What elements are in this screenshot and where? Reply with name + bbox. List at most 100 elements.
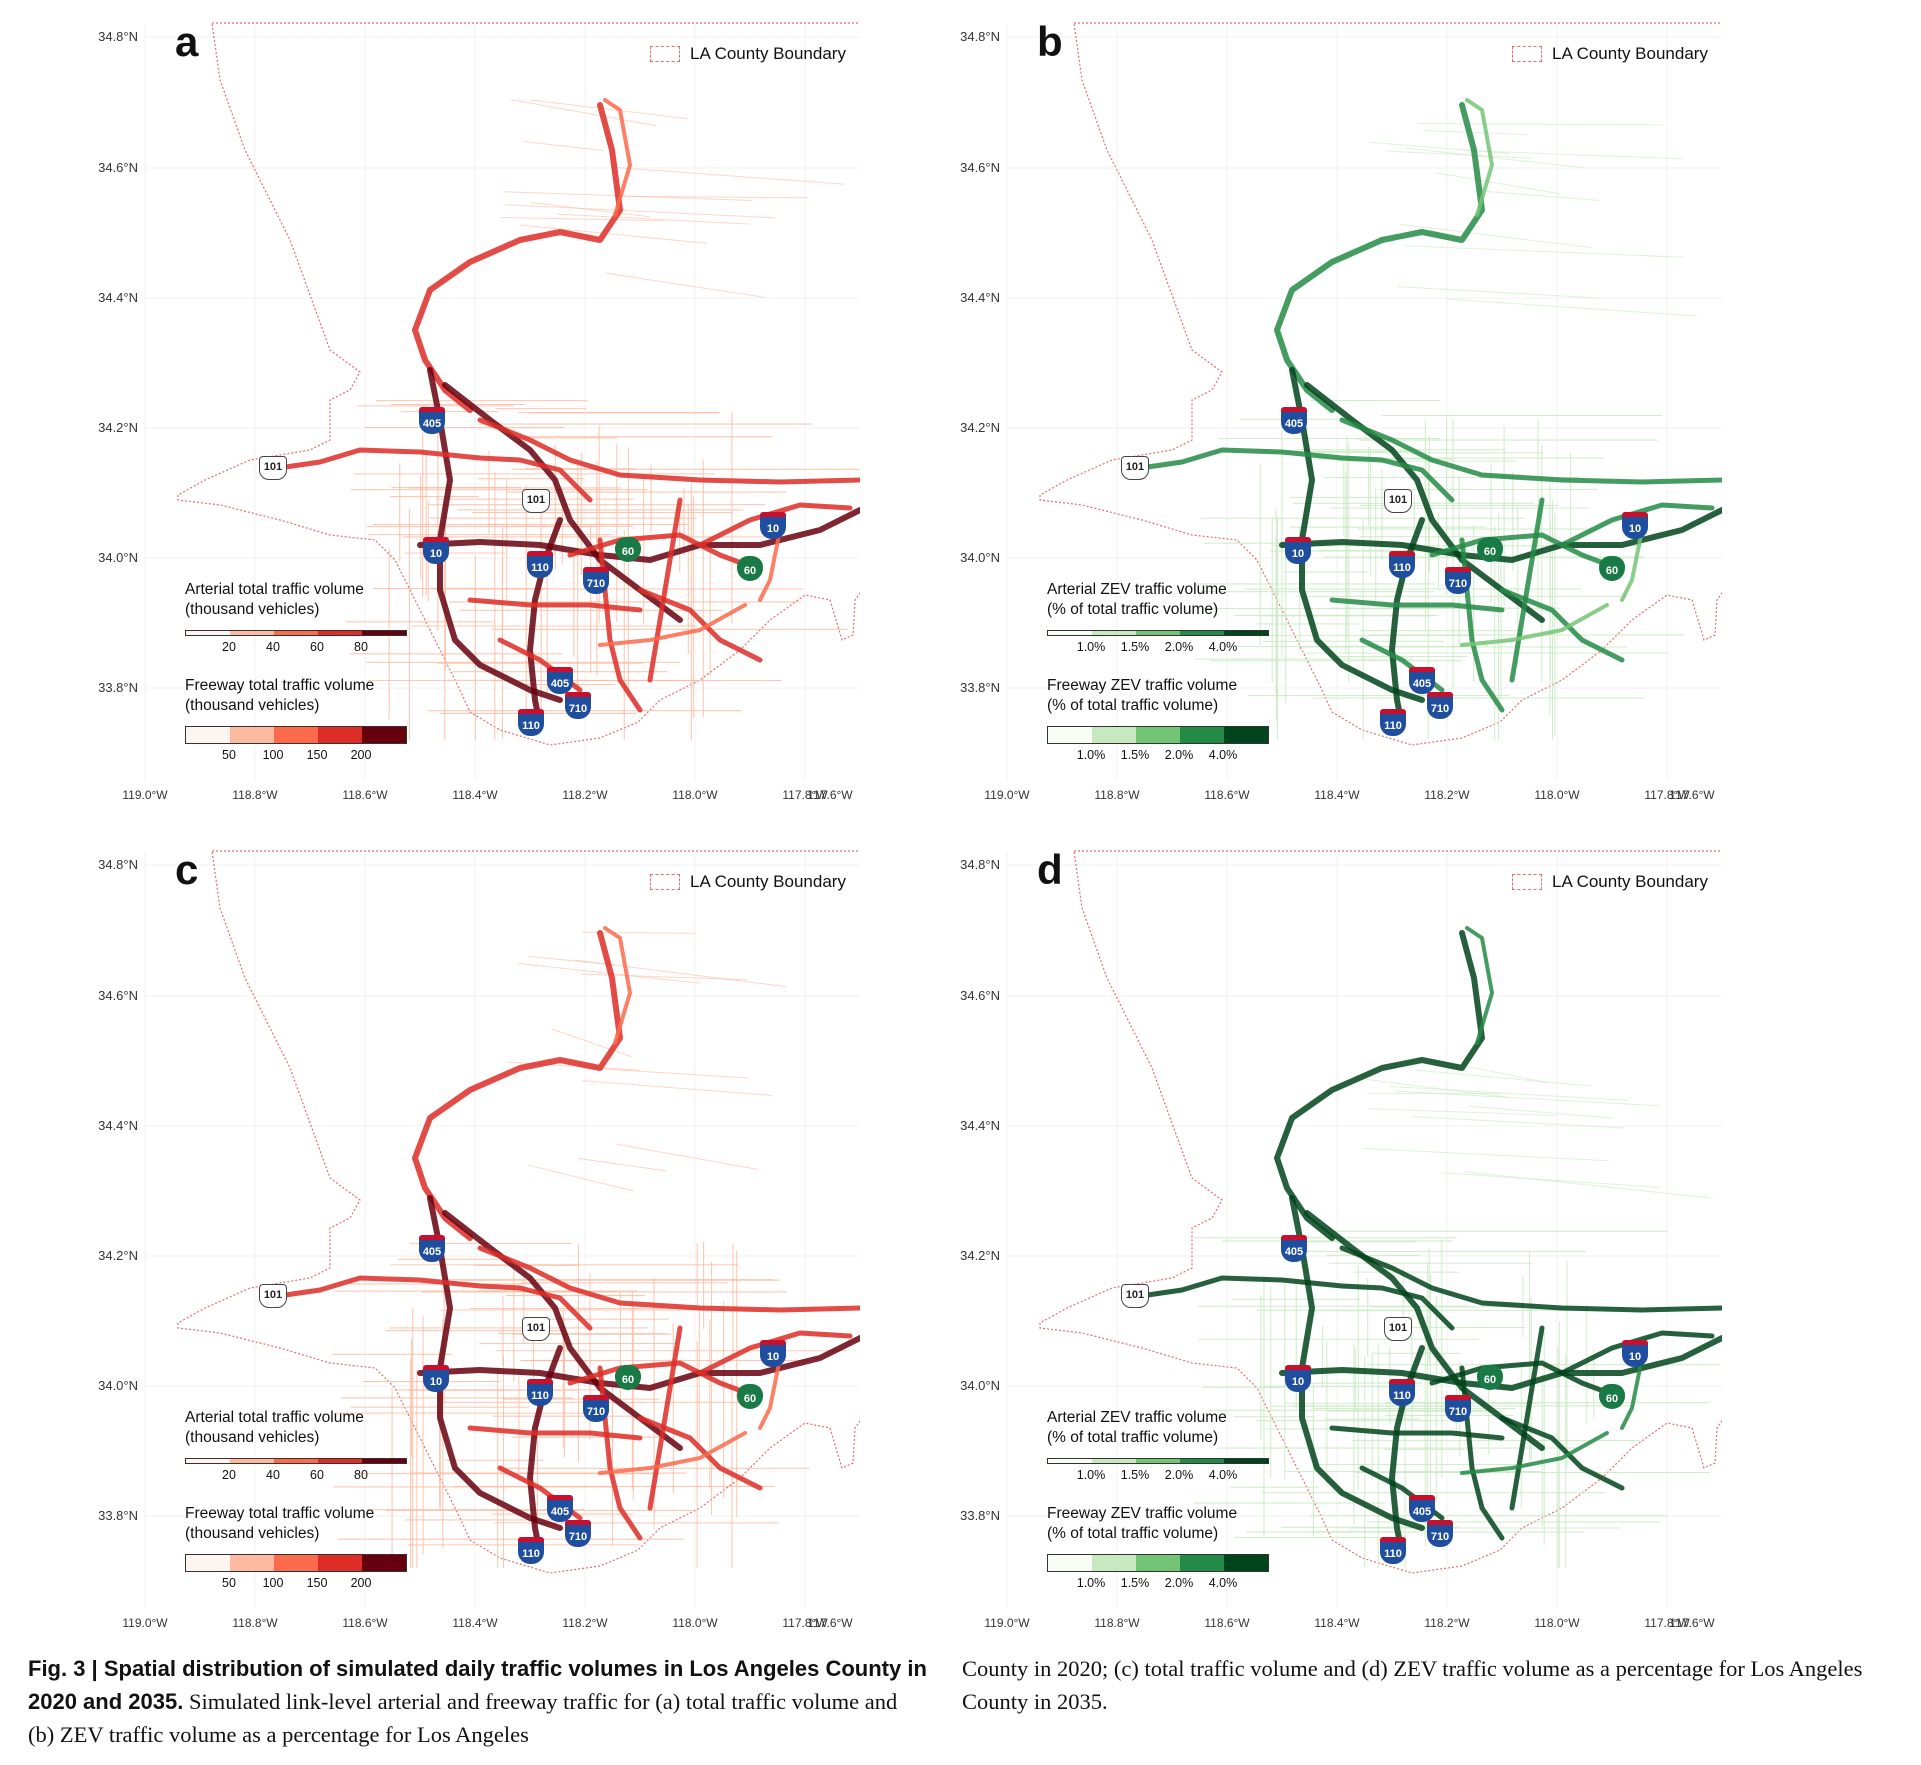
boundary-legend-swatch bbox=[1512, 874, 1542, 890]
colorbar-tick-label: 2.0% bbox=[1164, 640, 1194, 654]
county-boundary bbox=[177, 850, 860, 1574]
arterial-link bbox=[557, 213, 750, 225]
x-tick-label: 117.6°W bbox=[1669, 788, 1715, 802]
colorbar-segment bbox=[362, 727, 406, 743]
colorbar-segment bbox=[186, 727, 230, 743]
freeway-sr57 bbox=[1620, 1356, 1644, 1430]
arterial-link bbox=[1418, 123, 1665, 126]
y-tick-label: 34.0°N bbox=[98, 1378, 138, 1393]
y-tick-label: 34.2°N bbox=[960, 420, 1000, 435]
colorbar-tick-label: 1.0% bbox=[1076, 640, 1106, 654]
colorbar-tick-label: 2.0% bbox=[1164, 748, 1194, 762]
colorbar-tick-label: 1.5% bbox=[1120, 640, 1150, 654]
x-tick-label: 118.4°W bbox=[1314, 788, 1360, 802]
arterial-link bbox=[1412, 1116, 1625, 1129]
freeway-colorbar bbox=[1047, 1554, 1269, 1572]
boundary-legend: LA County Boundary bbox=[1512, 872, 1708, 892]
y-tick-label: 34.8°N bbox=[960, 857, 1000, 872]
colorbar-segment bbox=[318, 727, 362, 743]
route-shield-i10: 10 bbox=[760, 512, 786, 539]
x-tick-label: 117.8°W bbox=[1644, 788, 1690, 802]
colorbar-tick-label: 60 bbox=[310, 640, 324, 654]
arterial-link bbox=[1467, 1105, 1614, 1119]
x-tick-label: 118.2°W bbox=[1424, 1616, 1470, 1630]
map-panel-d: d 34.8°N 34.6°N 34.4°N 34.2°N 34.0°N 33.8°N 119… bbox=[862, 828, 1722, 1648]
x-tick-label: 118.6°W bbox=[342, 788, 388, 802]
route-shield-i110: 110 bbox=[518, 709, 544, 736]
arterial-legend-title-line2: (% of total traffic volume) bbox=[1047, 601, 1219, 618]
y-tick-label: 34.4°N bbox=[960, 290, 1000, 305]
route-shield-sr60: 60 bbox=[1477, 537, 1503, 562]
colorbar-segment bbox=[1048, 631, 1092, 635]
freeway-i5-north bbox=[412, 102, 623, 413]
freeway-legend-title-line2: (% of total traffic volume) bbox=[1047, 697, 1219, 714]
route-shield-i110: 110 bbox=[527, 1379, 553, 1406]
figure-caption-label: Fig. 3 | Spatial distribution of simulat… bbox=[28, 1656, 927, 1714]
arterial-link bbox=[500, 216, 663, 222]
y-tick-label: 34.4°N bbox=[98, 1118, 138, 1133]
freeway-i10 bbox=[417, 1335, 860, 1391]
boundary-legend: LA County Boundary bbox=[1512, 44, 1708, 64]
county-boundary bbox=[1039, 22, 1722, 746]
freeway-i605 bbox=[647, 497, 683, 683]
freeway-legend-title-line1: Freeway total traffic volume bbox=[185, 677, 375, 694]
arterial-legend-title: Arterial total traffic volume (thousand v… bbox=[185, 1408, 364, 1448]
route-shield-sr60: 60 bbox=[737, 556, 763, 581]
freeway-i5-north bbox=[1274, 102, 1485, 413]
arterial-link bbox=[1463, 149, 1682, 160]
colorbar-segment bbox=[1136, 631, 1180, 635]
colorbar-tick-label: 1.0% bbox=[1076, 1468, 1106, 1482]
route-shield-i10: 10 bbox=[1622, 512, 1648, 539]
route-shield-i10: 10 bbox=[423, 537, 449, 564]
colorbar-segment bbox=[1092, 727, 1136, 743]
arterial-network bbox=[331, 931, 847, 1568]
arterial-link bbox=[581, 1067, 750, 1079]
colorbar-segment bbox=[318, 631, 362, 635]
freeway-legend-title-line1: Freeway ZEV traffic volume bbox=[1047, 677, 1238, 694]
freeway-colorbar bbox=[185, 726, 407, 744]
colorbar-segment bbox=[1048, 1459, 1092, 1463]
freeway-i105 bbox=[1329, 1425, 1505, 1441]
arterial-link bbox=[582, 1080, 773, 1096]
freeway-legend-title-line2: (% of total traffic volume) bbox=[1047, 1525, 1219, 1542]
colorbar-tick-label: 4.0% bbox=[1208, 748, 1238, 762]
freeway-network bbox=[262, 926, 860, 1556]
freeway-sr91 bbox=[598, 1431, 747, 1475]
x-tick-label: 118.0°W bbox=[672, 1616, 718, 1630]
x-tick-label: 119.0°W bbox=[984, 1616, 1030, 1630]
freeway-i605 bbox=[1509, 497, 1545, 683]
colorbar-segment bbox=[1180, 727, 1224, 743]
arterial-link bbox=[614, 195, 809, 199]
colorbar-tick-label: 200 bbox=[350, 1576, 372, 1590]
route-shield-i710: 710 bbox=[1427, 1520, 1453, 1547]
colorbar-segment bbox=[1180, 631, 1224, 635]
colorbar-segment bbox=[362, 631, 406, 635]
freeway-legend-title: Freeway ZEV traffic volume (% of total tr… bbox=[1047, 1504, 1237, 1544]
arterial-link bbox=[1414, 1069, 1591, 1087]
y-tick-label: 33.8°N bbox=[98, 680, 138, 695]
freeway-i405 bbox=[1289, 367, 1425, 703]
freeway-network bbox=[1124, 926, 1722, 1556]
arterial-link bbox=[1441, 1172, 1661, 1188]
arterial-link bbox=[530, 99, 688, 120]
boundary-legend-label: LA County Boundary bbox=[1552, 872, 1708, 891]
freeway-sr60 bbox=[1429, 1360, 1625, 1401]
x-tick-label: 118.2°W bbox=[562, 1616, 608, 1630]
freeway-i10 bbox=[1279, 1335, 1722, 1391]
colorbar-tick-label: 4.0% bbox=[1208, 1576, 1238, 1590]
arterial-link bbox=[519, 224, 708, 244]
freeway-i605 bbox=[647, 1325, 683, 1511]
arterial-link bbox=[1362, 1147, 1610, 1162]
route-shield-us101: 101 bbox=[259, 456, 287, 480]
freeway-legend-title: Freeway total traffic volume (thousand ve… bbox=[185, 1504, 374, 1544]
panel-letter: a bbox=[175, 18, 199, 65]
colorbar-tick-label: 100 bbox=[262, 748, 284, 762]
route-shield-i710: 710 bbox=[565, 1520, 591, 1547]
freeway-sr14 bbox=[603, 926, 632, 1045]
boundary-legend-label: LA County Boundary bbox=[1552, 44, 1708, 63]
arterial-colorbar bbox=[185, 1458, 407, 1464]
route-shield-i710: 710 bbox=[1445, 567, 1471, 594]
freeway-sr91 bbox=[1460, 603, 1609, 647]
route-shield-i110: 110 bbox=[1389, 551, 1415, 578]
arterial-legend-title: Arterial ZEV traffic volume (% of total t… bbox=[1047, 1408, 1227, 1448]
